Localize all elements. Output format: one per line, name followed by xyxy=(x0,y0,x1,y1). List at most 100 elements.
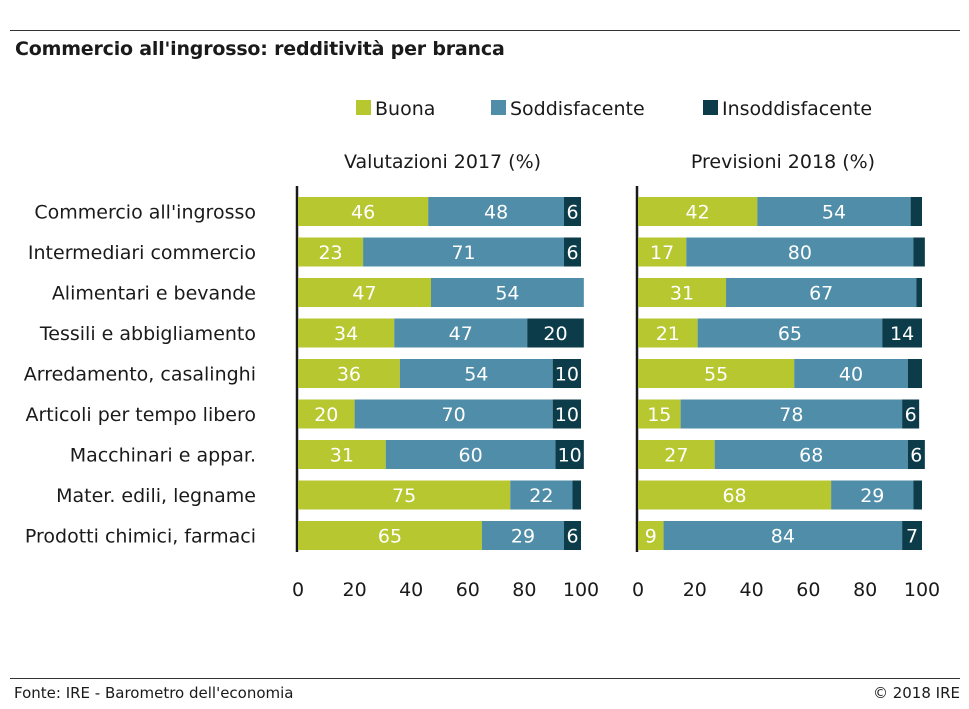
bar-buona xyxy=(638,237,687,267)
bar-insoddisfacente xyxy=(527,318,584,348)
data-label: 68 xyxy=(722,485,746,507)
source-note: Fonte: IRE - Barometro dell'economia xyxy=(14,684,294,702)
data-label: 10 xyxy=(555,404,579,426)
bar-soddisfacente xyxy=(385,440,556,469)
x-tick-label: 0 xyxy=(292,579,304,601)
legend-swatch xyxy=(703,100,718,115)
bar-insoddisfacente xyxy=(564,197,581,226)
bar-buona xyxy=(638,440,715,469)
data-label: 36 xyxy=(337,364,361,386)
bar-soddisfacente xyxy=(726,278,917,307)
bar-insoddisfacente xyxy=(564,237,581,267)
panel-title: Previsioni 2018 (%) xyxy=(691,151,875,173)
panel-1: Valutazioni 2017 (%) 46 48 6 23 71 6 47 54 34 47 20… xyxy=(292,151,599,601)
legend-swatch xyxy=(356,100,371,115)
bar-soddisfacente xyxy=(714,440,908,469)
bar-buona xyxy=(298,521,482,550)
x-tick-label: 40 xyxy=(399,579,423,601)
bar-buona xyxy=(298,197,429,226)
category-label: Prodotti chimici, farmaci xyxy=(25,526,256,548)
data-label: 65 xyxy=(778,323,802,345)
legend-label: Soddisfacente xyxy=(510,98,645,120)
bar-buona xyxy=(638,318,698,348)
bar-buona xyxy=(298,318,395,348)
data-label: 65 xyxy=(378,526,402,548)
data-label: 23 xyxy=(318,242,342,264)
data-label: 40 xyxy=(839,364,863,386)
copyright-note: © 2018 IRE xyxy=(872,684,960,702)
data-label: 31 xyxy=(670,283,694,305)
legend-item-soddisfacente: Soddisfacente xyxy=(491,98,645,120)
category-label: Mater. edili, legname xyxy=(56,485,256,507)
top-rule xyxy=(10,30,960,31)
x-tick-label: 100 xyxy=(563,579,599,601)
x-tick-label: 100 xyxy=(904,579,940,601)
data-label: 20 xyxy=(314,404,338,426)
bar-buona xyxy=(298,278,432,307)
bar-buona xyxy=(298,399,355,429)
data-label: 42 xyxy=(686,202,710,224)
x-tick-label: 0 xyxy=(632,579,644,601)
bar-insoddisfacente xyxy=(572,480,581,510)
bar-soddisfacente xyxy=(680,399,903,429)
data-label: 29 xyxy=(511,526,535,548)
bar-soddisfacente xyxy=(431,278,584,307)
data-label: 31 xyxy=(330,445,354,467)
data-label: 22 xyxy=(529,485,553,507)
bar-soddisfacente xyxy=(399,359,553,388)
legend-swatch xyxy=(491,100,506,115)
category-label: Arredamento, casalinghi xyxy=(24,364,256,386)
data-label: 67 xyxy=(809,283,833,305)
data-label: 6 xyxy=(910,445,922,467)
data-label: 47 xyxy=(352,283,376,305)
data-label: 34 xyxy=(334,323,358,345)
legend-item-insoddisfacente: Insoddisfacente xyxy=(703,98,872,120)
bar-insoddisfacente xyxy=(913,237,925,267)
category-label: Alimentari e bevande xyxy=(52,283,256,305)
data-label: 21 xyxy=(656,323,680,345)
data-label: 60 xyxy=(459,445,483,467)
legend-label: Buona xyxy=(375,98,435,120)
bar-insoddisfacente xyxy=(916,278,922,307)
bar-insoddisfacente xyxy=(902,521,922,550)
data-label: 9 xyxy=(645,526,657,548)
x-tick-label: 60 xyxy=(456,579,480,601)
data-label: 84 xyxy=(771,526,795,548)
data-label: 15 xyxy=(647,404,671,426)
bar-insoddisfacente xyxy=(907,359,922,388)
bar-soddisfacente xyxy=(363,237,565,267)
bar-buona xyxy=(298,359,400,388)
data-label: 71 xyxy=(451,242,475,264)
chart-title: Commercio all'ingrosso: redditività per … xyxy=(15,38,505,60)
data-label: 6 xyxy=(566,242,578,264)
bar-insoddisfacente xyxy=(552,399,581,429)
bar-insoddisfacente xyxy=(910,197,922,226)
category-label: Tessili e abbigliamento xyxy=(39,323,256,345)
bar-soddisfacente xyxy=(757,197,911,226)
category-label: Articoli per tempo libero xyxy=(25,404,256,426)
bar-soddisfacente xyxy=(510,480,573,510)
bar-insoddisfacente xyxy=(907,440,925,469)
x-tick-label: 20 xyxy=(343,579,367,601)
data-label: 78 xyxy=(779,404,803,426)
data-label: 70 xyxy=(442,404,466,426)
bar-buona xyxy=(638,521,664,550)
data-label: 10 xyxy=(555,364,579,386)
bar-soddisfacente xyxy=(481,521,565,550)
data-label: 48 xyxy=(484,202,508,224)
data-label: 14 xyxy=(890,323,914,345)
data-label: 6 xyxy=(566,202,578,224)
data-label: 54 xyxy=(822,202,846,224)
data-label: 6 xyxy=(566,526,578,548)
x-tick-label: 60 xyxy=(796,579,820,601)
x-tick-label: 80 xyxy=(853,579,877,601)
bar-soddisfacente xyxy=(394,318,528,348)
bar-insoddisfacente xyxy=(552,359,581,388)
data-label: 55 xyxy=(704,364,728,386)
legend-label: Insoddisfacente xyxy=(722,98,872,120)
data-label: 68 xyxy=(799,445,823,467)
x-tick-label: 40 xyxy=(740,579,764,601)
bar-soddisfacente xyxy=(663,521,903,550)
data-label: 54 xyxy=(464,364,488,386)
